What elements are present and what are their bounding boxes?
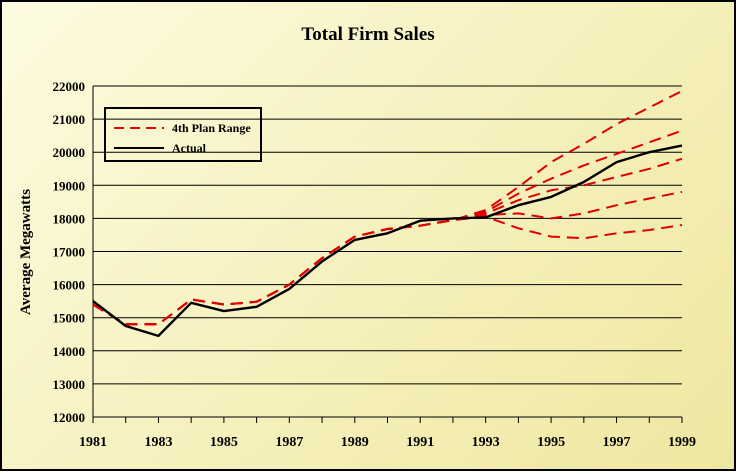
legend: 4th Plan Range Actual: [104, 107, 262, 162]
series-line-plan-range: [92, 129, 683, 326]
x-tick-label: 1991: [406, 435, 434, 450]
x-tick-labels: 1981 1983 1985 1987 1989 1991 1993 1995 1997 1999: [79, 435, 696, 450]
series-lines: [92, 90, 683, 338]
y-tick-label: 22000: [53, 79, 86, 94]
series-line-plan-range: [92, 190, 683, 326]
y-tick-label: 19000: [53, 178, 86, 193]
x-tick-label: 1993: [472, 435, 500, 450]
x-tick-label: 1987: [275, 435, 303, 450]
y-tick-label: 14000: [53, 344, 86, 359]
line-chart: Total Firm Sales Average Megawatts 12000…: [18, 24, 696, 450]
x-tick-label: 1999: [668, 435, 696, 450]
y-tick-label: 18000: [53, 211, 86, 226]
x-tick-label: 1981: [79, 435, 107, 450]
y-tick-label: 20000: [53, 145, 86, 160]
x-tick-label: 1989: [341, 435, 369, 450]
y-tick-labels: 12000 13000 14000 15000 16000 17000 18000 19000…: [53, 79, 86, 425]
legend-box: [104, 107, 262, 162]
legend-label-plan: 4th Plan Range: [172, 121, 251, 135]
series-line-plan-range: [92, 215, 683, 326]
x-tick-label: 1997: [603, 435, 631, 450]
chart-title: Total Firm Sales: [301, 24, 434, 45]
series-line-plan-range: [92, 157, 683, 326]
y-tick-label: 12000: [53, 410, 86, 425]
y-tick-label: 21000: [53, 112, 86, 127]
y-tick-label: 16000: [53, 278, 86, 293]
legend-label-actual: Actual: [172, 141, 207, 155]
gridlines: [93, 85, 682, 385]
y-tick-label: 15000: [53, 311, 86, 326]
series-line-actual: [92, 144, 683, 338]
x-tick-label: 1985: [210, 435, 238, 450]
x-tick-label: 1995: [537, 435, 565, 450]
y-tick-label: 13000: [53, 377, 86, 392]
x-tick-label: 1983: [144, 435, 172, 450]
y-tick-label: 17000: [53, 245, 86, 260]
axes: [92, 86, 683, 423]
y-axis-label: Average Megawatts: [18, 189, 34, 315]
